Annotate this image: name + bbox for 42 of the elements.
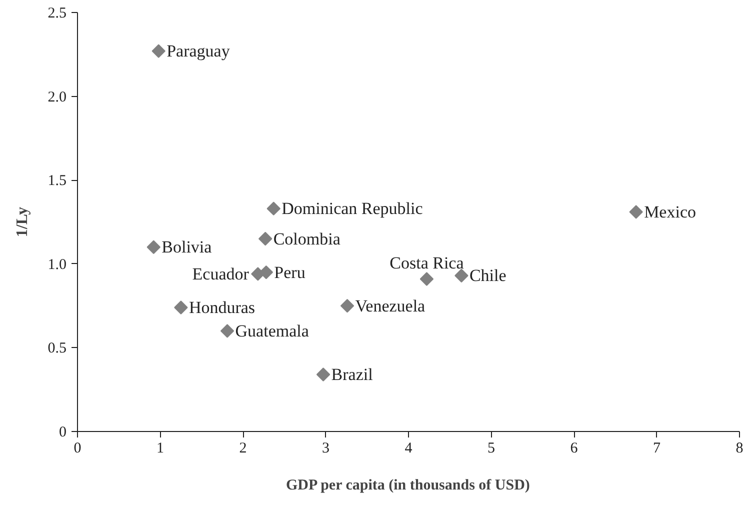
annotation: Mexico [644,202,696,222]
annotation: Bolivia [162,238,212,257]
annotation: Ecuador [192,264,250,284]
y-tick-label: 0.5 [48,340,66,357]
y-tick-label: 1.5 [48,173,66,190]
annotation: Dominican Republic [282,199,424,218]
annotation: Honduras [188,298,256,317]
x-tick-label: 8 [736,440,744,456]
point [174,300,188,314]
point [220,324,234,338]
annotation: Peru [274,262,306,282]
x-tick-label: 4 [404,440,413,456]
y-tick-label: 2.5 [48,6,66,22]
point [340,298,354,313]
x-tick-label: 2 [239,440,247,456]
point [454,268,468,282]
x-tick-label: 7 [653,440,661,456]
x-tick-label: 1 [156,440,164,456]
annotation: Chile [469,266,506,286]
y-tick-label: 0 [59,424,66,440]
annotation: Venezuela [355,296,426,316]
annotation: Brazil [331,365,374,384]
y-tick-label: 2.0 [48,89,66,106]
y-tick-label: 1.0 [48,256,66,273]
x-tick-label: 6 [570,440,578,456]
annotation: Guatemala [235,321,310,340]
x-tick-label: 3 [322,440,330,456]
point [316,368,330,382]
annotation: Costa Rica [390,253,464,272]
x-tick-label: 5 [488,440,495,456]
point [152,44,166,58]
point [266,202,280,216]
x-tick-label: 0 [74,440,82,456]
x-axis-title: GDP per capita (in thousands of USD) [286,478,530,494]
annotation: Paraguay [166,42,230,61]
point [258,232,272,246]
point [146,240,160,254]
point [259,265,274,280]
point [629,205,643,219]
y-axis-title: 1/Ly [14,206,31,238]
point [420,272,434,286]
annotation: Colombia [273,229,341,248]
